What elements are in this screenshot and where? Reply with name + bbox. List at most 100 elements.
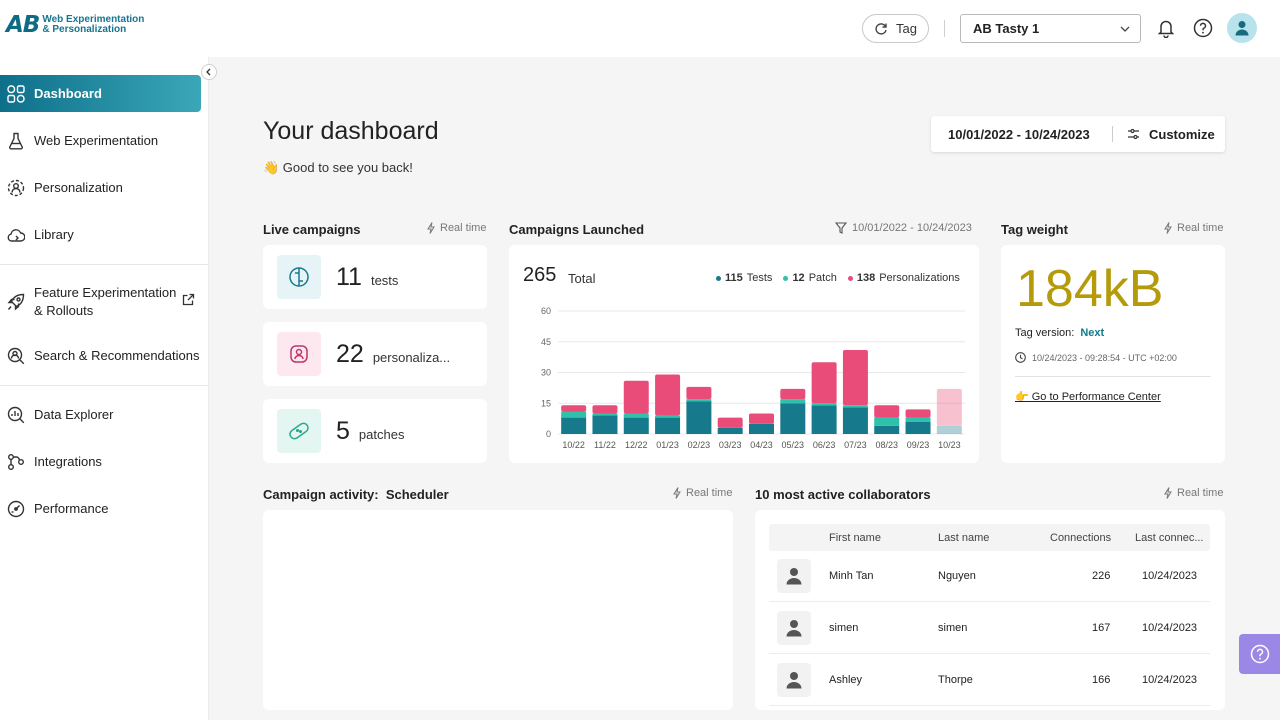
campaigns-launched-card: 265 Total 115 Tests 12 Patch 138 Personaliz… — [509, 245, 979, 463]
table-row[interactable]: Minh Tan Nguyen 226 10/24/2023 — [769, 551, 1210, 602]
sliders-icon — [1128, 128, 1139, 140]
sidebar-item-search-recommendations[interactable]: Search & Recommendations — [0, 337, 201, 374]
legend-value: 115 — [725, 272, 743, 284]
tag-weight-value: 184kB — [1016, 260, 1164, 318]
sidebar-collapse-button[interactable] — [201, 64, 217, 80]
performance-center-link[interactable]: 👉 Go to Performance Center — [1015, 391, 1161, 403]
sidebar-item-label: Data Explorer — [34, 407, 114, 422]
tag-weight-label: Tag weight — [1001, 222, 1068, 237]
legend-value: 138 — [856, 272, 876, 284]
sidebar-divider — [0, 385, 209, 386]
app-logo[interactable]: AB Web Experimentation & Personalization — [6, 12, 144, 38]
notifications-button[interactable] — [1155, 17, 1177, 39]
cell-first-name: Ashley — [829, 674, 863, 686]
column-header-connections[interactable]: Connections — [1050, 531, 1112, 544]
sidebar-item-feature-experimentation[interactable]: Feature Experimentation & Rollouts — [0, 275, 201, 329]
table-row[interactable]: simen simen 167 10/24/2023 — [769, 603, 1210, 654]
account-select[interactable]: AB Tasty 1 — [960, 14, 1141, 43]
legend-item-patch[interactable]: 12 Patch — [783, 272, 837, 284]
cell-last-connection: 10/24/2023 — [1142, 674, 1198, 686]
floating-help-button[interactable] — [1239, 634, 1280, 674]
date-range-picker[interactable]: 10/01/2022 - 10/24/2023 — [948, 126, 1090, 142]
column-header-first-name[interactable]: First name — [829, 531, 881, 544]
live-card-personalizations[interactable]: 22 personaliza... — [263, 322, 487, 386]
tag-button[interactable]: Tag — [862, 14, 929, 43]
column-header-last-connection[interactable]: Last connec... — [1135, 531, 1204, 544]
realtime-label: Real time — [440, 222, 487, 234]
sidebar-item-data-explorer[interactable]: Data Explorer — [0, 396, 201, 433]
top-header: AB Web Experimentation & Personalization… — [0, 0, 1280, 57]
table-row[interactable]: Ashley Thorpe 166 10/24/2023 — [769, 655, 1210, 706]
x-tick-label: 10/23 — [938, 440, 961, 450]
collaborators-realtime: Real time — [1164, 487, 1223, 499]
rocket-icon — [6, 292, 26, 312]
sidebar-item-label: Web Experimentation — [34, 133, 159, 148]
bar-segment — [717, 427, 743, 434]
page-title: Your dashboard — [263, 117, 439, 145]
y-tick-label: 60 — [541, 306, 551, 316]
bar-segment — [561, 405, 587, 412]
tag-version-label: Tag version: — [1015, 327, 1075, 339]
integrations-icon — [6, 452, 26, 472]
personalization-icon — [277, 332, 321, 376]
tag-version: Tag version: Next — [1015, 327, 1104, 339]
user-avatar-icon — [777, 663, 811, 697]
person-target-icon — [6, 178, 26, 198]
chevron-left-icon — [206, 68, 211, 76]
x-tick-label: 06/23 — [813, 440, 836, 450]
x-tick-label: 07/23 — [844, 440, 867, 450]
sidebar-item-label: Dashboard — [34, 86, 102, 101]
legend-item-personalizations[interactable]: 138 Personalizations — [847, 272, 960, 284]
user-avatar[interactable] — [1227, 13, 1257, 43]
bar-segment — [592, 415, 618, 434]
sidebar-item-label: Integrations — [34, 454, 102, 469]
account-select-value: AB Tasty 1 — [973, 21, 1040, 36]
live-count: 5 — [336, 416, 350, 445]
filter-icon — [835, 222, 847, 234]
bar-segment — [592, 405, 618, 414]
x-tick-label: 12/22 — [625, 440, 648, 450]
cell-connections: 226 — [1092, 570, 1111, 582]
tag-button-label: Tag — [896, 21, 917, 36]
collaborators-label: 10 most active collaborators — [755, 487, 931, 502]
tag-timestamp: 10/24/2023 - 09:28:54 - UTC +02:00 — [1015, 352, 1177, 363]
legend-item-tests[interactable]: 115 Tests — [716, 272, 772, 284]
date-range-toolbar: 10/01/2022 - 10/24/2023 Customize — [931, 116, 1225, 152]
x-tick-label: 09/23 — [907, 440, 930, 450]
live-card-patches[interactable]: 5 patches — [263, 399, 487, 463]
y-tick-label: 45 — [541, 337, 551, 347]
refresh-icon — [875, 22, 887, 35]
campaign-activity-mode[interactable]: Scheduler — [385, 487, 449, 502]
sidebar-item-integrations[interactable]: Integrations — [0, 443, 201, 480]
realtime-label: Real time — [1177, 222, 1224, 234]
toolbar-divider — [1112, 126, 1113, 142]
sidebar-item-personalization[interactable]: Personalization — [0, 169, 201, 206]
sidebar-item-web-experimentation[interactable]: Web Experimentation — [0, 122, 201, 159]
sidebar-item-performance[interactable]: Performance — [0, 490, 201, 527]
sidebar-item-library[interactable]: Library — [0, 216, 201, 253]
bar-segment — [811, 405, 837, 434]
bar-segment — [686, 386, 712, 400]
bar-segment — [905, 417, 931, 422]
tag-version-value[interactable]: Next — [1080, 327, 1105, 339]
sidebar-item-label: Feature Experimentation & Rollouts — [34, 285, 177, 318]
x-tick-label: 04/23 — [750, 440, 773, 450]
bar-segment — [686, 401, 712, 434]
customize-label: Customize — [1149, 126, 1215, 142]
bar-segment — [623, 413, 649, 418]
campaigns-filter[interactable]: 10/01/2022 - 10/24/2023 — [835, 222, 972, 234]
realtime-label: Real time — [686, 487, 733, 499]
x-tick-label: 10/22 — [562, 440, 585, 450]
live-card-tests[interactable]: 11 tests — [263, 245, 487, 309]
clock-icon — [1015, 352, 1026, 363]
bar-segment — [780, 388, 806, 400]
bar-segment — [686, 399, 712, 402]
help-button[interactable] — [1192, 17, 1214, 39]
greeting-text: 👋 Good to see you back! — [263, 160, 413, 175]
bar-segment — [623, 417, 649, 434]
column-header-last-name[interactable]: Last name — [938, 531, 990, 544]
customize-button[interactable]: Customize — [1127, 127, 1215, 142]
bar-segment — [874, 405, 900, 418]
sidebar-item-dashboard[interactable]: Dashboard — [0, 75, 201, 112]
bar-segment — [936, 425, 962, 434]
